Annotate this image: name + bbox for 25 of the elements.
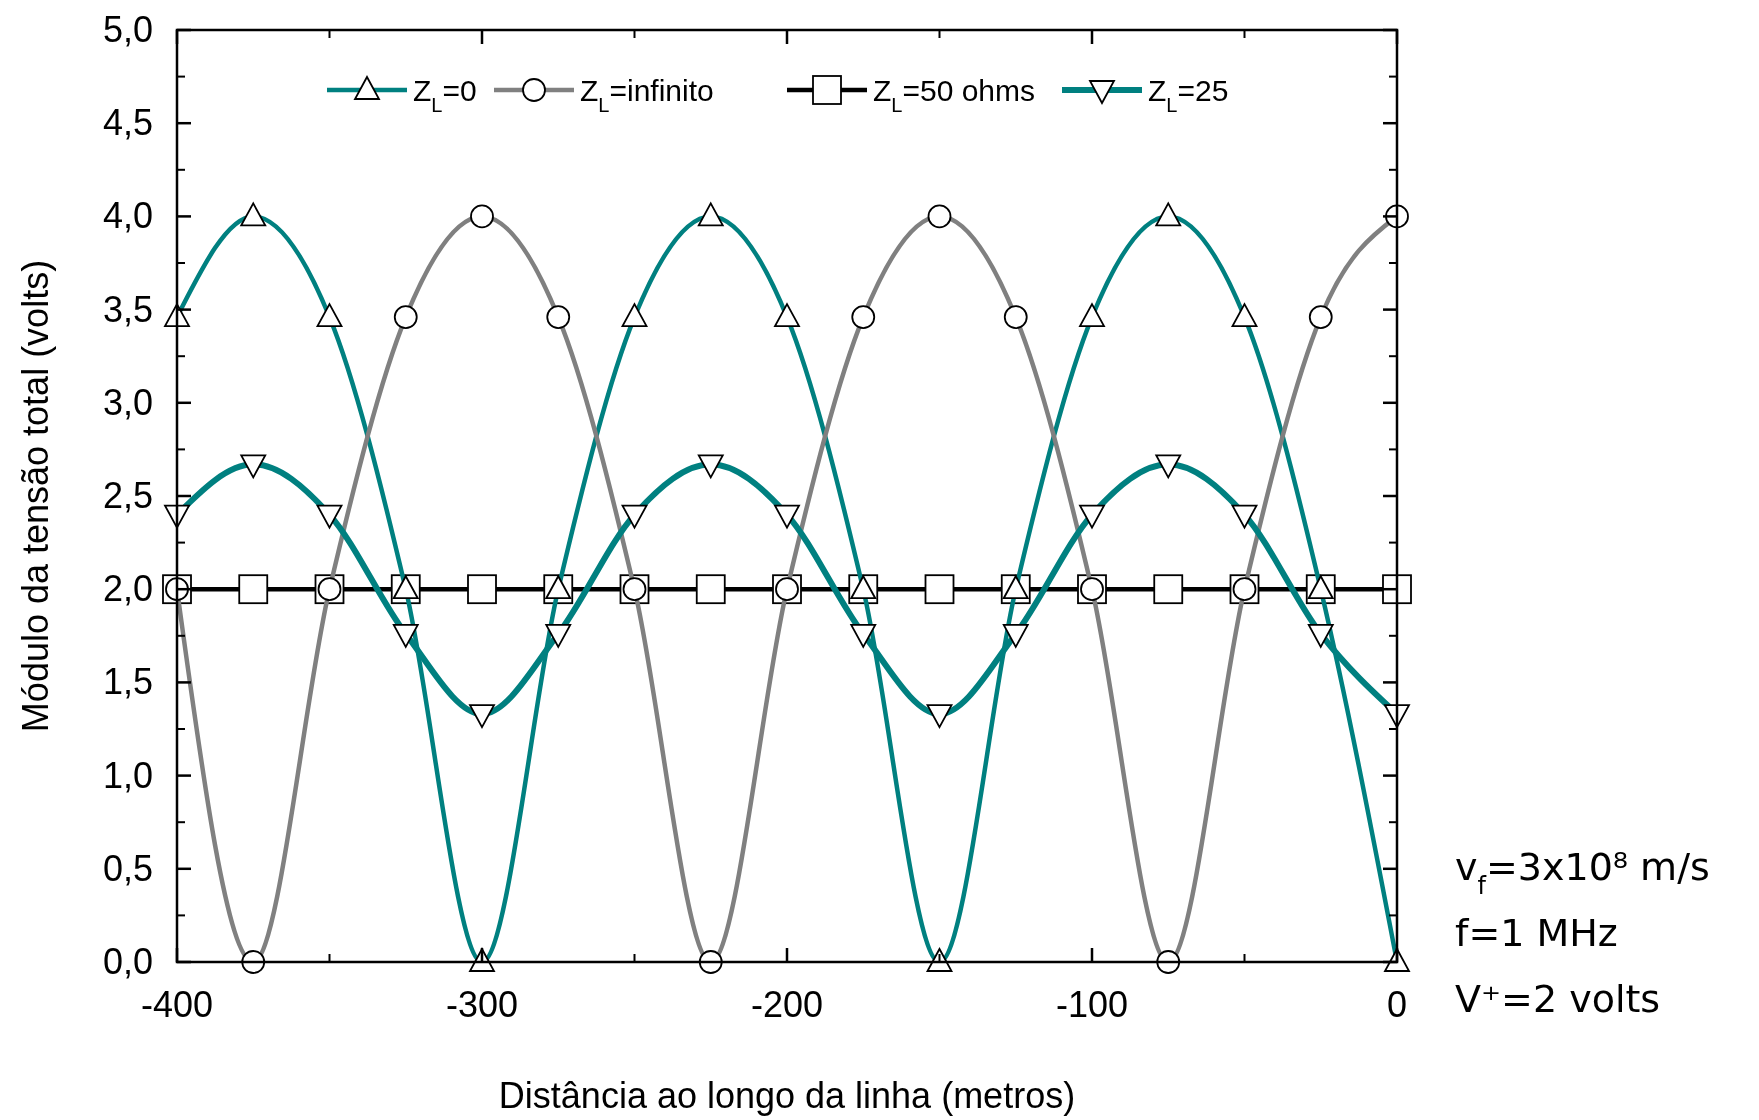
x-tick-label: 0	[1386, 984, 1408, 1025]
text: f=1 MHz	[1455, 911, 1618, 955]
legend-label: Z$_{L}$=0	[413, 74, 477, 116]
y-tick-label: 2,5	[102, 475, 153, 516]
legend-label: Z$_{L}$=infinito	[580, 74, 714, 116]
legend-label: Z$_{L}$=25	[1148, 74, 1229, 116]
y-tick-label: 3,5	[102, 288, 153, 330]
y-tick-label: 0,5	[102, 847, 153, 889]
text: v$_{f}$=3x10⁸ m/s	[1455, 845, 1710, 900]
y-tick-label: 1,0	[102, 754, 153, 796]
text: V⁺=2 volts	[1455, 977, 1661, 1021]
y-tick-label: 3,0	[102, 381, 153, 423]
y-tick-label: 5,0	[102, 9, 153, 50]
x-tick-label: -100	[1055, 984, 1129, 1025]
y-tick-label: 4,0	[102, 195, 153, 237]
x-tick-label: -400	[140, 984, 214, 1025]
y-tick-label: 4,5	[102, 102, 153, 144]
y-tick-label: 0,0	[102, 941, 153, 982]
y-tick-label: 1,5	[102, 661, 153, 703]
y-axis-title: Módulo da tensão total (volts)	[15, 259, 56, 733]
x-tick-label: -300	[445, 984, 519, 1025]
legend-label: Z$_{L}$=50 ohms	[873, 74, 1036, 116]
y-tick-label: 2,0	[102, 568, 153, 610]
x-axis-title: Distância ao longo da linha (metros)	[498, 1075, 1076, 1116]
x-tick-label: -200	[750, 984, 824, 1025]
